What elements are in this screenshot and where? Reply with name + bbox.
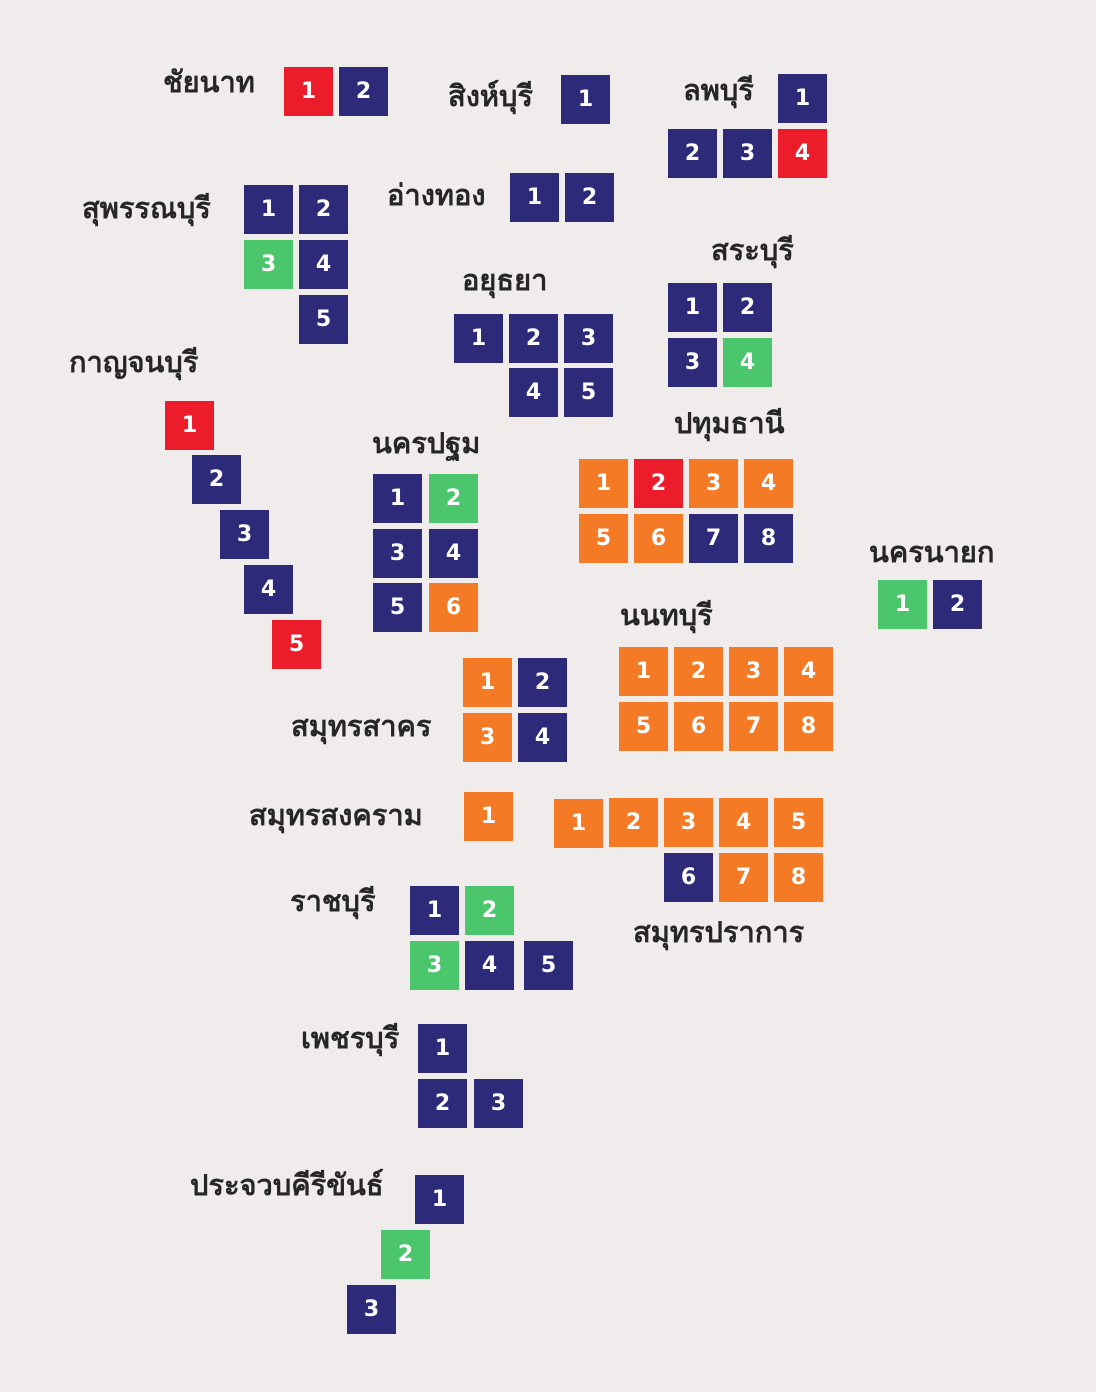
district-tile: 4	[723, 338, 772, 387]
province-label: นครนายก	[869, 535, 995, 569]
province-label: ราชบุรี	[290, 884, 376, 918]
district-tile: 3	[564, 314, 613, 363]
province-label: สุพรรณบุรี	[82, 191, 211, 225]
district-tile: 7	[719, 853, 768, 902]
province-label: สระบุรี	[711, 233, 794, 267]
district-tile: 4	[719, 798, 768, 847]
district-tile: 3	[463, 713, 512, 762]
district-tile: 1	[668, 283, 717, 332]
district-tile: 2	[418, 1079, 467, 1128]
district-tile: 8	[774, 853, 823, 902]
district-tile: 2	[429, 474, 478, 523]
district-tile: 1	[510, 173, 559, 222]
district-tile: 3	[689, 459, 738, 508]
district-tile: 3	[220, 510, 269, 559]
district-tile: 3	[729, 647, 778, 696]
district-tile: 3	[373, 529, 422, 578]
district-tile: 2	[381, 1230, 430, 1279]
province-label: นครปฐม	[372, 426, 481, 460]
district-tile: 1	[878, 580, 927, 629]
district-tile: 2	[192, 455, 241, 504]
district-tile: 4	[299, 240, 348, 289]
district-tile: 5	[579, 514, 628, 563]
district-tile: 4	[784, 647, 833, 696]
district-tile: 1	[464, 792, 513, 841]
district-tile: 2	[509, 314, 558, 363]
district-tile: 8	[784, 702, 833, 751]
district-tile: 3	[668, 338, 717, 387]
province-label: ลพบุรี	[683, 73, 754, 107]
district-tile: 1	[165, 401, 214, 450]
district-tile: 4	[778, 129, 827, 178]
district-tile: 3	[410, 941, 459, 990]
district-tile: 5	[272, 620, 321, 669]
district-tile: 1	[454, 314, 503, 363]
province-label: กาญจนบุรี	[69, 345, 199, 379]
district-tile: 2	[339, 67, 388, 116]
province-label: ประจวบคีรีขันธ์	[190, 1168, 384, 1202]
district-tile: 6	[634, 514, 683, 563]
province-label: สมุทรสาคร	[291, 709, 432, 743]
district-tile: 1	[561, 75, 610, 124]
province-label: ชัยนาท	[163, 65, 255, 99]
province-label: นนทบุรี	[620, 598, 713, 632]
district-tile: 1	[463, 658, 512, 707]
district-tile: 5	[564, 368, 613, 417]
district-tile: 1	[244, 185, 293, 234]
district-tile: 2	[299, 185, 348, 234]
district-tile: 2	[518, 658, 567, 707]
district-tile: 7	[729, 702, 778, 751]
district-tile: 8	[744, 514, 793, 563]
district-tile: 1	[418, 1024, 467, 1073]
district-tile: 1	[373, 474, 422, 523]
district-tile: 5	[619, 702, 668, 751]
district-tile: 1	[284, 67, 333, 116]
district-tile: 2	[634, 459, 683, 508]
district-tile: 1	[619, 647, 668, 696]
district-tile: 4	[744, 459, 793, 508]
district-tile: 1	[579, 459, 628, 508]
province-label: สมุทรปราการ	[633, 915, 805, 949]
district-tile: 2	[668, 129, 717, 178]
province-label: สมุทรสงคราม	[249, 798, 423, 832]
district-tile: 2	[933, 580, 982, 629]
district-tile: 5	[373, 583, 422, 632]
district-tile: 3	[474, 1079, 523, 1128]
district-tile: 3	[244, 240, 293, 289]
district-tile: 2	[609, 798, 658, 847]
district-tile: 3	[347, 1285, 396, 1334]
district-tile: 4	[429, 529, 478, 578]
province-label: อยุธยา	[462, 263, 548, 297]
district-tile: 7	[689, 514, 738, 563]
district-tile: 5	[774, 798, 823, 847]
district-tile: 1	[410, 886, 459, 935]
province-label: เพชรบุรี	[301, 1021, 400, 1055]
district-tile: 1	[415, 1175, 464, 1224]
district-tile: 4	[244, 565, 293, 614]
district-tile: 5	[524, 941, 573, 990]
province-label: สิงห์บุรี	[448, 79, 533, 113]
province-label: ปทุมธานี	[674, 406, 785, 440]
district-tile: 2	[565, 173, 614, 222]
province-label: อ่างทอง	[387, 178, 486, 212]
district-tile: 2	[465, 886, 514, 935]
district-tile: 6	[664, 853, 713, 902]
district-tile: 1	[778, 74, 827, 123]
district-tile: 4	[465, 941, 514, 990]
district-tile: 6	[429, 583, 478, 632]
district-tile: 1	[554, 799, 603, 848]
district-tile: 4	[509, 368, 558, 417]
district-tile: 2	[723, 283, 772, 332]
district-tile: 3	[723, 129, 772, 178]
district-tile: 4	[518, 713, 567, 762]
district-tile: 2	[674, 647, 723, 696]
district-tile: 3	[664, 798, 713, 847]
district-tile: 5	[299, 295, 348, 344]
district-tile: 6	[674, 702, 723, 751]
